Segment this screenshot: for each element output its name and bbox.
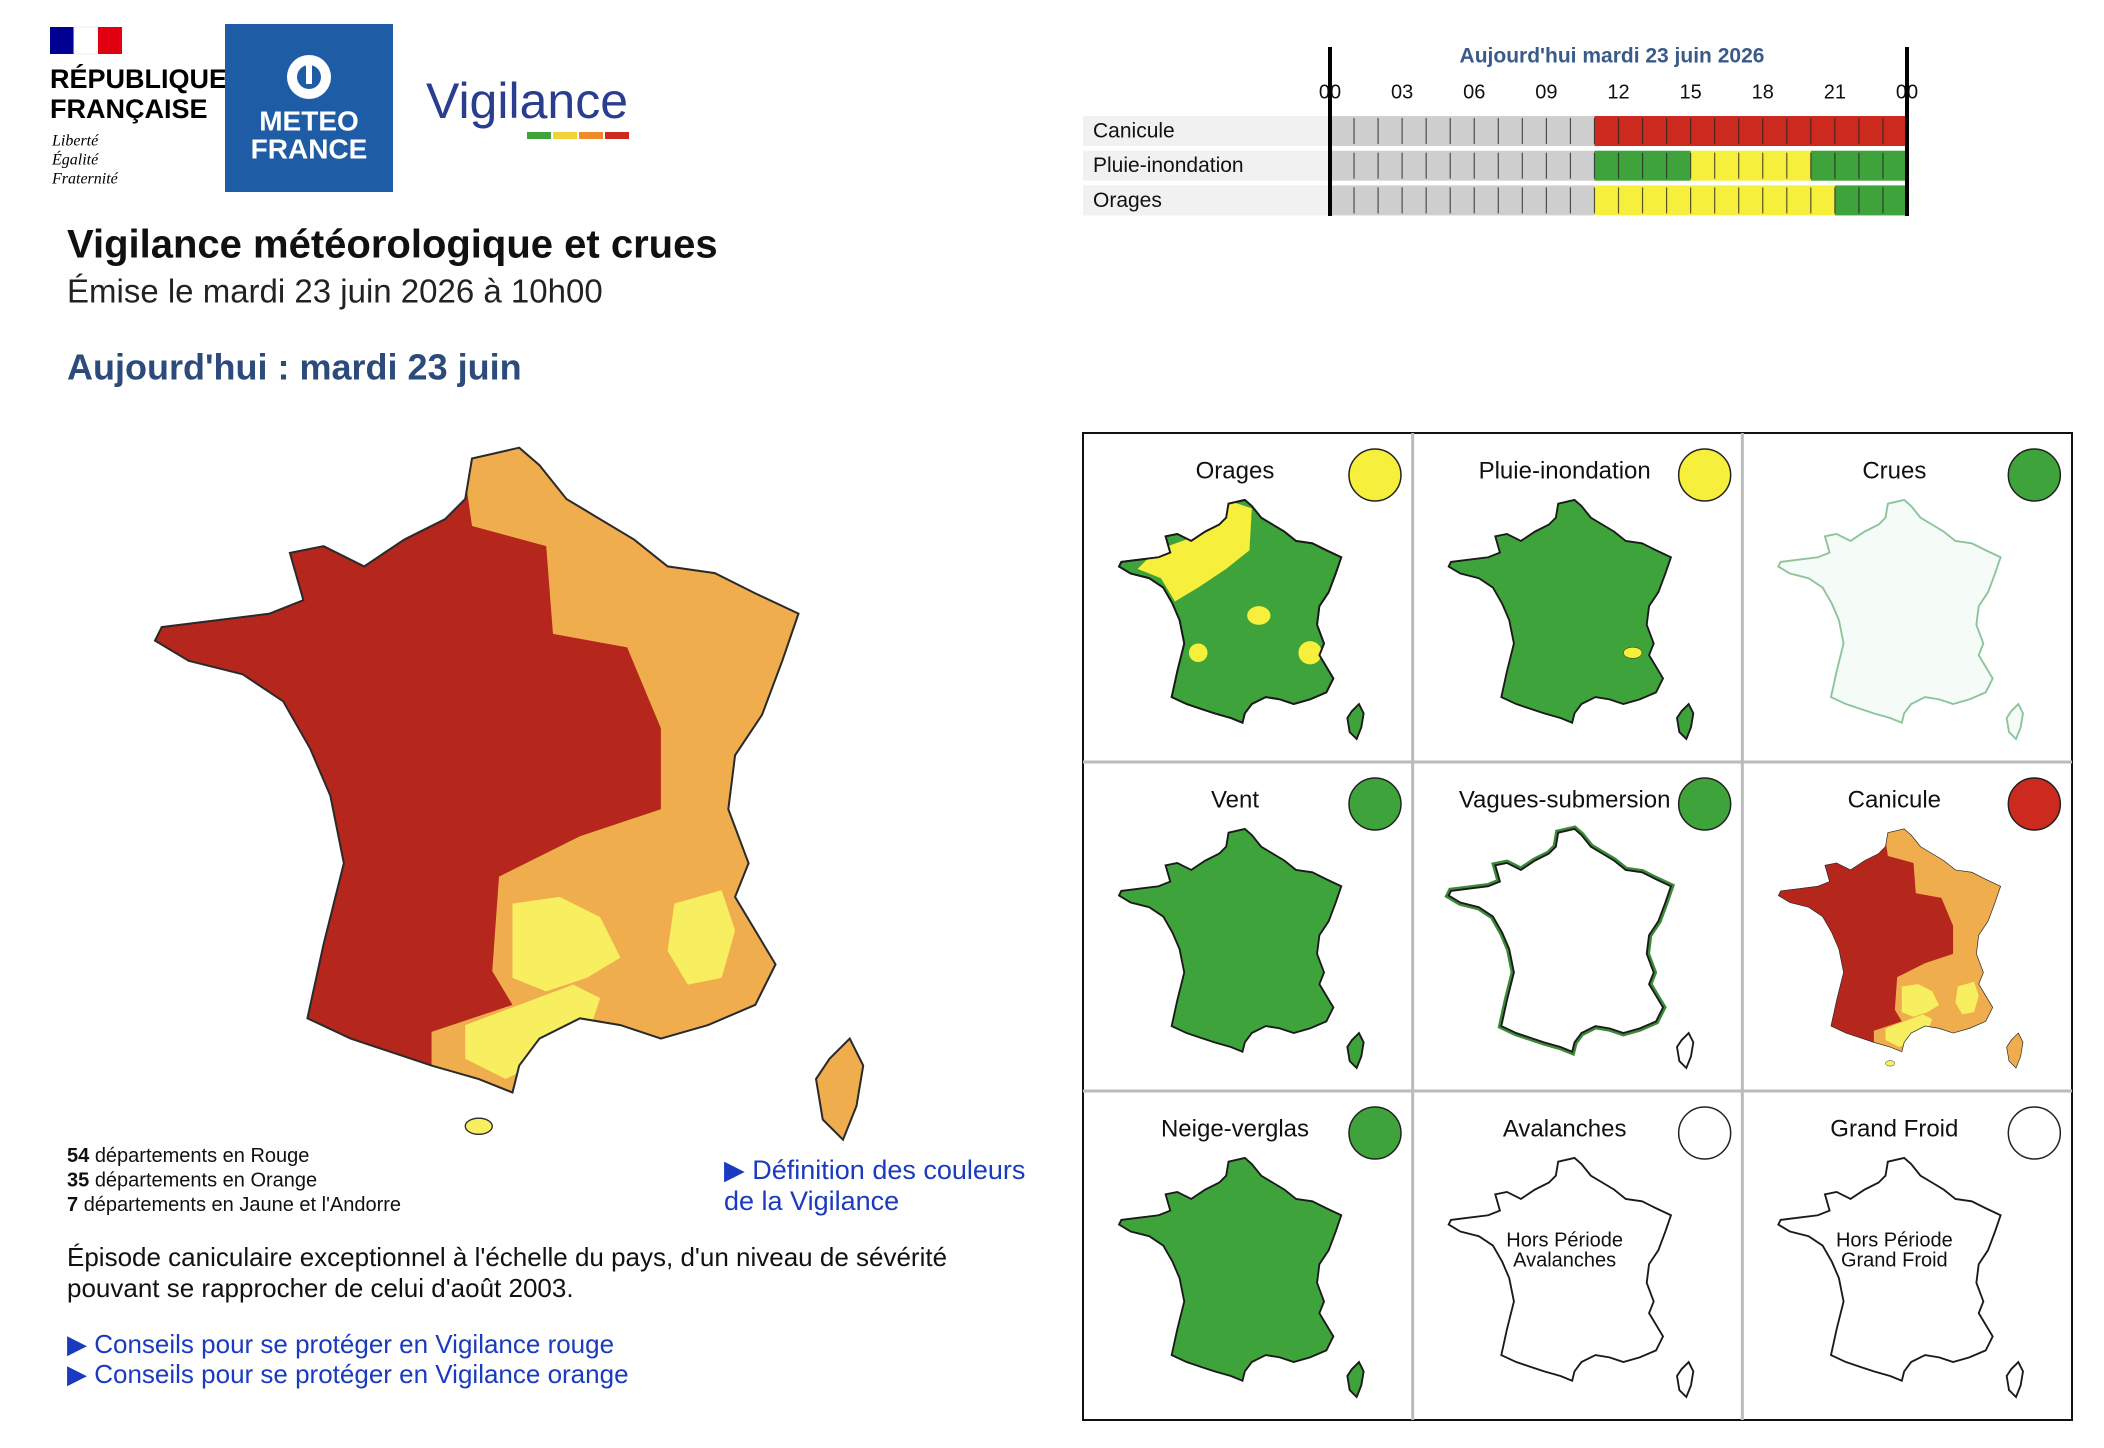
vigilance-card[interactable]: Canicule [1769,777,2062,1070]
hour-label: 18 [1752,81,1774,103]
timeline-segment [1690,150,1811,181]
zone [1247,606,1271,625]
vigilance-brand: Vigilance [426,73,629,139]
timeline-segment [1330,150,1595,181]
meteo-france-logo: METEO FRANCE [225,24,393,192]
meteo-france: METEO [259,105,359,136]
republique: RÉPUBLIQUE [50,63,227,94]
vigilance-card[interactable]: Vagues-submersion [1449,777,1732,1069]
count: 54 [67,1145,90,1167]
card-title: Neige-verglas [1161,1115,1309,1142]
row-bg [1083,185,1330,216]
summary-line: 35 départements en Orange [67,1170,317,1192]
card-title: Canicule [1848,786,1941,813]
card-title: Pluie-inondation [1479,457,1651,484]
level-icon [2007,777,2062,831]
card-title: Grand Froid [1830,1115,1958,1142]
page-title: Vigilance météorologique et crues [67,223,718,267]
republique-logo: RÉPUBLIQUE FRANÇAISE Liberté Égalité Fra… [50,26,227,188]
hour-label: 06 [1463,81,1485,103]
map-grid: Orages Pluie-inondation Crues Vent Vagues-su… [1082,432,2073,1421]
row-label: Orages [1093,189,1162,212]
card-note: Avalanches [1513,1249,1616,1271]
card-title: Vent [1211,786,1259,813]
card-note: Hors Période [1506,1229,1623,1251]
advice-link[interactable]: ▶ Conseils pour se protéger en Vigilance… [67,1329,614,1359]
vigilance-card[interactable]: Neige-verglas [1118,1106,1402,1398]
yellow-zones [1137,501,1322,665]
level-icon [1677,777,1732,831]
card-title: Avalanches [1503,1115,1627,1142]
advice-link[interactable]: ▶ Conseils pour se protéger en Vigilance… [67,1359,629,1389]
definition-link[interactable]: ▶ Définition des couleurs [724,1155,1025,1185]
description: pouvant se rapprocher de celui d'août 20… [67,1273,574,1303]
level-icon [2007,1106,2062,1160]
hour-label: 03 [1391,81,1413,103]
summary: 54 départements en Rouge 35 départements … [67,1145,401,1216]
zone [1298,641,1322,665]
vigilance-card[interactable]: Pluie-inondation [1447,448,1732,740]
timeline-segment [1594,116,1907,146]
row-bg [1083,150,1330,181]
day-heading: Aujourd'hui : mardi 23 juin [67,347,522,388]
summary-line: 54 départements en Rouge [67,1145,309,1167]
timeline-segment [1330,116,1595,146]
vigilance-card[interactable]: Orages [1118,448,1402,740]
count: 35 [67,1170,89,1192]
row-label: Canicule [1093,120,1175,143]
definition-link[interactable]: de la Vigilance [724,1186,899,1216]
hour-label: 21 [1824,81,1846,103]
card-note: Grand Froid [1841,1249,1948,1271]
motto: Égalité [51,150,99,169]
hour-label: 12 [1607,81,1629,103]
row-label: Pluie-inondation [1093,154,1244,177]
zone [1188,643,1208,663]
description: Épisode caniculaire exceptionnel à l'éch… [67,1242,947,1272]
row-bg [1083,116,1330,146]
count-text: départements en Jaune et l'Andorre [84,1194,401,1216]
motto: Liberté [51,133,99,150]
main-map[interactable] [128,418,863,1146]
summary-line: 7 départements en Jaune et l'Andorre [67,1194,401,1216]
count-text: départements en Rouge [95,1145,310,1167]
count-text: départements en Orange [95,1170,317,1192]
vigilance-card[interactable]: Crues [1777,448,2062,740]
timeline: Aujourd'hui mardi 23 juin 2026 000306091… [1083,45,1918,216]
issued: Émise le mardi 23 juin 2026 à 10h00 [67,273,603,310]
level-icon [2007,448,2062,502]
card-title: Orages [1196,457,1275,484]
mini-map [1447,499,1695,740]
count: 7 [67,1194,78,1216]
card-title: Crues [1862,457,1926,484]
hour-label: 15 [1680,81,1702,103]
meteo-france: FRANCE [251,133,368,164]
zone [1623,646,1643,659]
vigilance-card[interactable]: Vent [1118,777,1402,1069]
level-icon [1348,448,1402,502]
zone [1137,501,1252,602]
level-icon [1677,1106,1732,1160]
timeline-title: Aujourd'hui mardi 23 juin 2026 [1460,45,1765,68]
republique: FRANÇAISE [50,94,208,124]
level-icon [1348,1106,1402,1160]
motto: Fraternité [51,171,119,188]
level-icon [1677,448,1732,502]
timeline-segment [1330,185,1595,216]
timeline-segment [1834,185,1907,216]
mini-map [1118,499,1365,740]
level-icon [1348,777,1402,831]
brand: Vigilance [426,73,628,129]
card-title: Vagues-submersion [1459,786,1671,813]
hour-label: 09 [1535,81,1557,103]
card-note: Hors Période [1836,1229,1953,1251]
